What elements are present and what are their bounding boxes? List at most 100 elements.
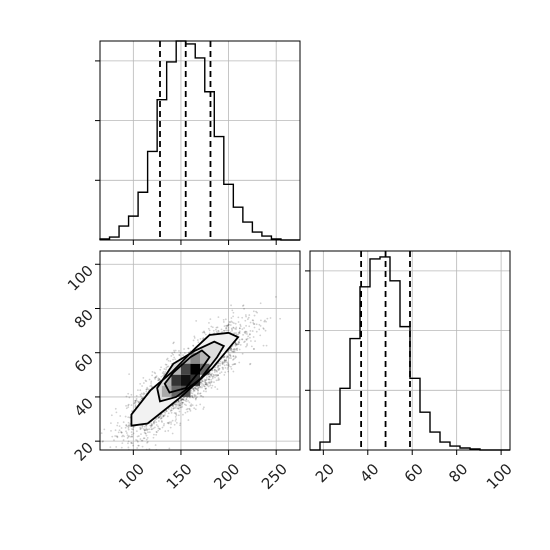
- scatter-point: [245, 345, 247, 348]
- scatter-point: [204, 383, 207, 385]
- scatter-point: [210, 386, 213, 389]
- scatter-point: [223, 325, 226, 328]
- scatter-point: [110, 422, 112, 425]
- scatter-point: [208, 332, 211, 335]
- scatter-point: [187, 347, 189, 350]
- scatter-point: [193, 387, 195, 389]
- scatter-point: [197, 389, 199, 392]
- scatter-point: [158, 427, 161, 430]
- scatter-point: [197, 389, 199, 392]
- scatter-point: [208, 329, 211, 332]
- scatter-point: [217, 374, 219, 377]
- scatter-point: [235, 343, 238, 346]
- scatter-point: [235, 332, 237, 334]
- scatter-point: [199, 337, 202, 340]
- scatter-point: [164, 411, 167, 414]
- scatter-point: [238, 330, 241, 333]
- scatter-point: [137, 444, 140, 447]
- scatter-point: [201, 331, 204, 334]
- scatter-point: [209, 318, 212, 321]
- scatter-point: [201, 386, 203, 389]
- scatter-point: [252, 319, 255, 322]
- scatter-point: [189, 409, 192, 412]
- scatter-point: [262, 327, 265, 330]
- density-cell: [200, 363, 210, 375]
- scatter-point: [177, 405, 180, 407]
- scatter-point: [163, 372, 166, 375]
- scatter-point: [179, 402, 182, 405]
- scatter-point: [228, 353, 231, 356]
- x-tick-label: 150: [163, 460, 196, 493]
- scatter-point: [214, 366, 217, 369]
- scatter-point: [199, 385, 201, 388]
- scatter-point: [217, 368, 220, 371]
- scatter-point: [217, 330, 220, 333]
- scatter-point: [232, 326, 235, 329]
- scatter-point: [178, 353, 181, 356]
- scatter-point: [144, 432, 147, 435]
- scatter-point: [227, 323, 230, 326]
- scatter-point: [124, 415, 127, 418]
- axes-frame: [99, 250, 301, 451]
- scatter-point: [167, 422, 170, 425]
- scatter-point: [110, 429, 112, 432]
- scatter-point: [238, 331, 241, 334]
- scatter-point: [182, 413, 184, 416]
- scatter-point: [134, 399, 136, 402]
- scatter-point: [229, 321, 232, 324]
- scatter-point: [258, 323, 261, 326]
- scatter-point: [172, 407, 175, 410]
- scatter-point: [145, 380, 148, 383]
- scatter-point: [157, 429, 160, 432]
- scatter-point: [212, 375, 215, 378]
- scatter-point: [253, 348, 255, 350]
- scatter-point: [182, 399, 185, 401]
- scatter-point: [266, 317, 269, 320]
- scatter-point: [210, 381, 213, 384]
- scatter-point: [219, 372, 221, 375]
- scatter-point: [175, 413, 177, 415]
- scatter-point: [246, 333, 248, 335]
- scatter-point: [226, 362, 229, 365]
- y-tick-label: 80: [71, 306, 97, 332]
- scatter-point: [169, 426, 172, 429]
- scatter-point: [150, 424, 153, 427]
- scatter-point: [103, 428, 106, 431]
- scatter-point: [117, 431, 120, 434]
- scatter-point: [238, 341, 240, 343]
- top-histogram-panel: [95, 40, 301, 245]
- scatter-point: [172, 342, 175, 345]
- scatter-point: [157, 377, 160, 380]
- scatter-point: [243, 327, 246, 329]
- scatter-point: [155, 433, 158, 436]
- scatter-point: [238, 341, 241, 344]
- scatter-point: [194, 408, 197, 411]
- scatter-point: [203, 385, 205, 388]
- scatter-point: [127, 428, 130, 431]
- scatter-point: [216, 388, 219, 391]
- scatter-point: [203, 380, 206, 382]
- scatter-point: [232, 350, 235, 353]
- scatter-point: [135, 430, 138, 433]
- scatter-point: [148, 428, 151, 431]
- scatter-point: [171, 352, 174, 355]
- scatter-point: [186, 410, 189, 413]
- scatter-point: [223, 361, 226, 364]
- scatter-point: [192, 390, 195, 393]
- scatter-point: [171, 404, 174, 407]
- scatter-point: [242, 333, 244, 336]
- scatter-point: [125, 424, 128, 426]
- scatter-point: [154, 377, 156, 380]
- scatter-point: [238, 348, 241, 351]
- scatter-point: [207, 327, 210, 330]
- scatter-point: [115, 446, 118, 448]
- scatter-point: [204, 381, 207, 384]
- scatter-point: [255, 330, 258, 333]
- scatter-point: [237, 343, 240, 346]
- scatter-point: [181, 398, 183, 401]
- scatter-point: [135, 399, 138, 402]
- right-histogram-panel: 20 40 60 80 100: [305, 250, 516, 493]
- scatter-point: [222, 368, 224, 371]
- scatter-point: [180, 406, 182, 409]
- scatter-point: [262, 344, 265, 347]
